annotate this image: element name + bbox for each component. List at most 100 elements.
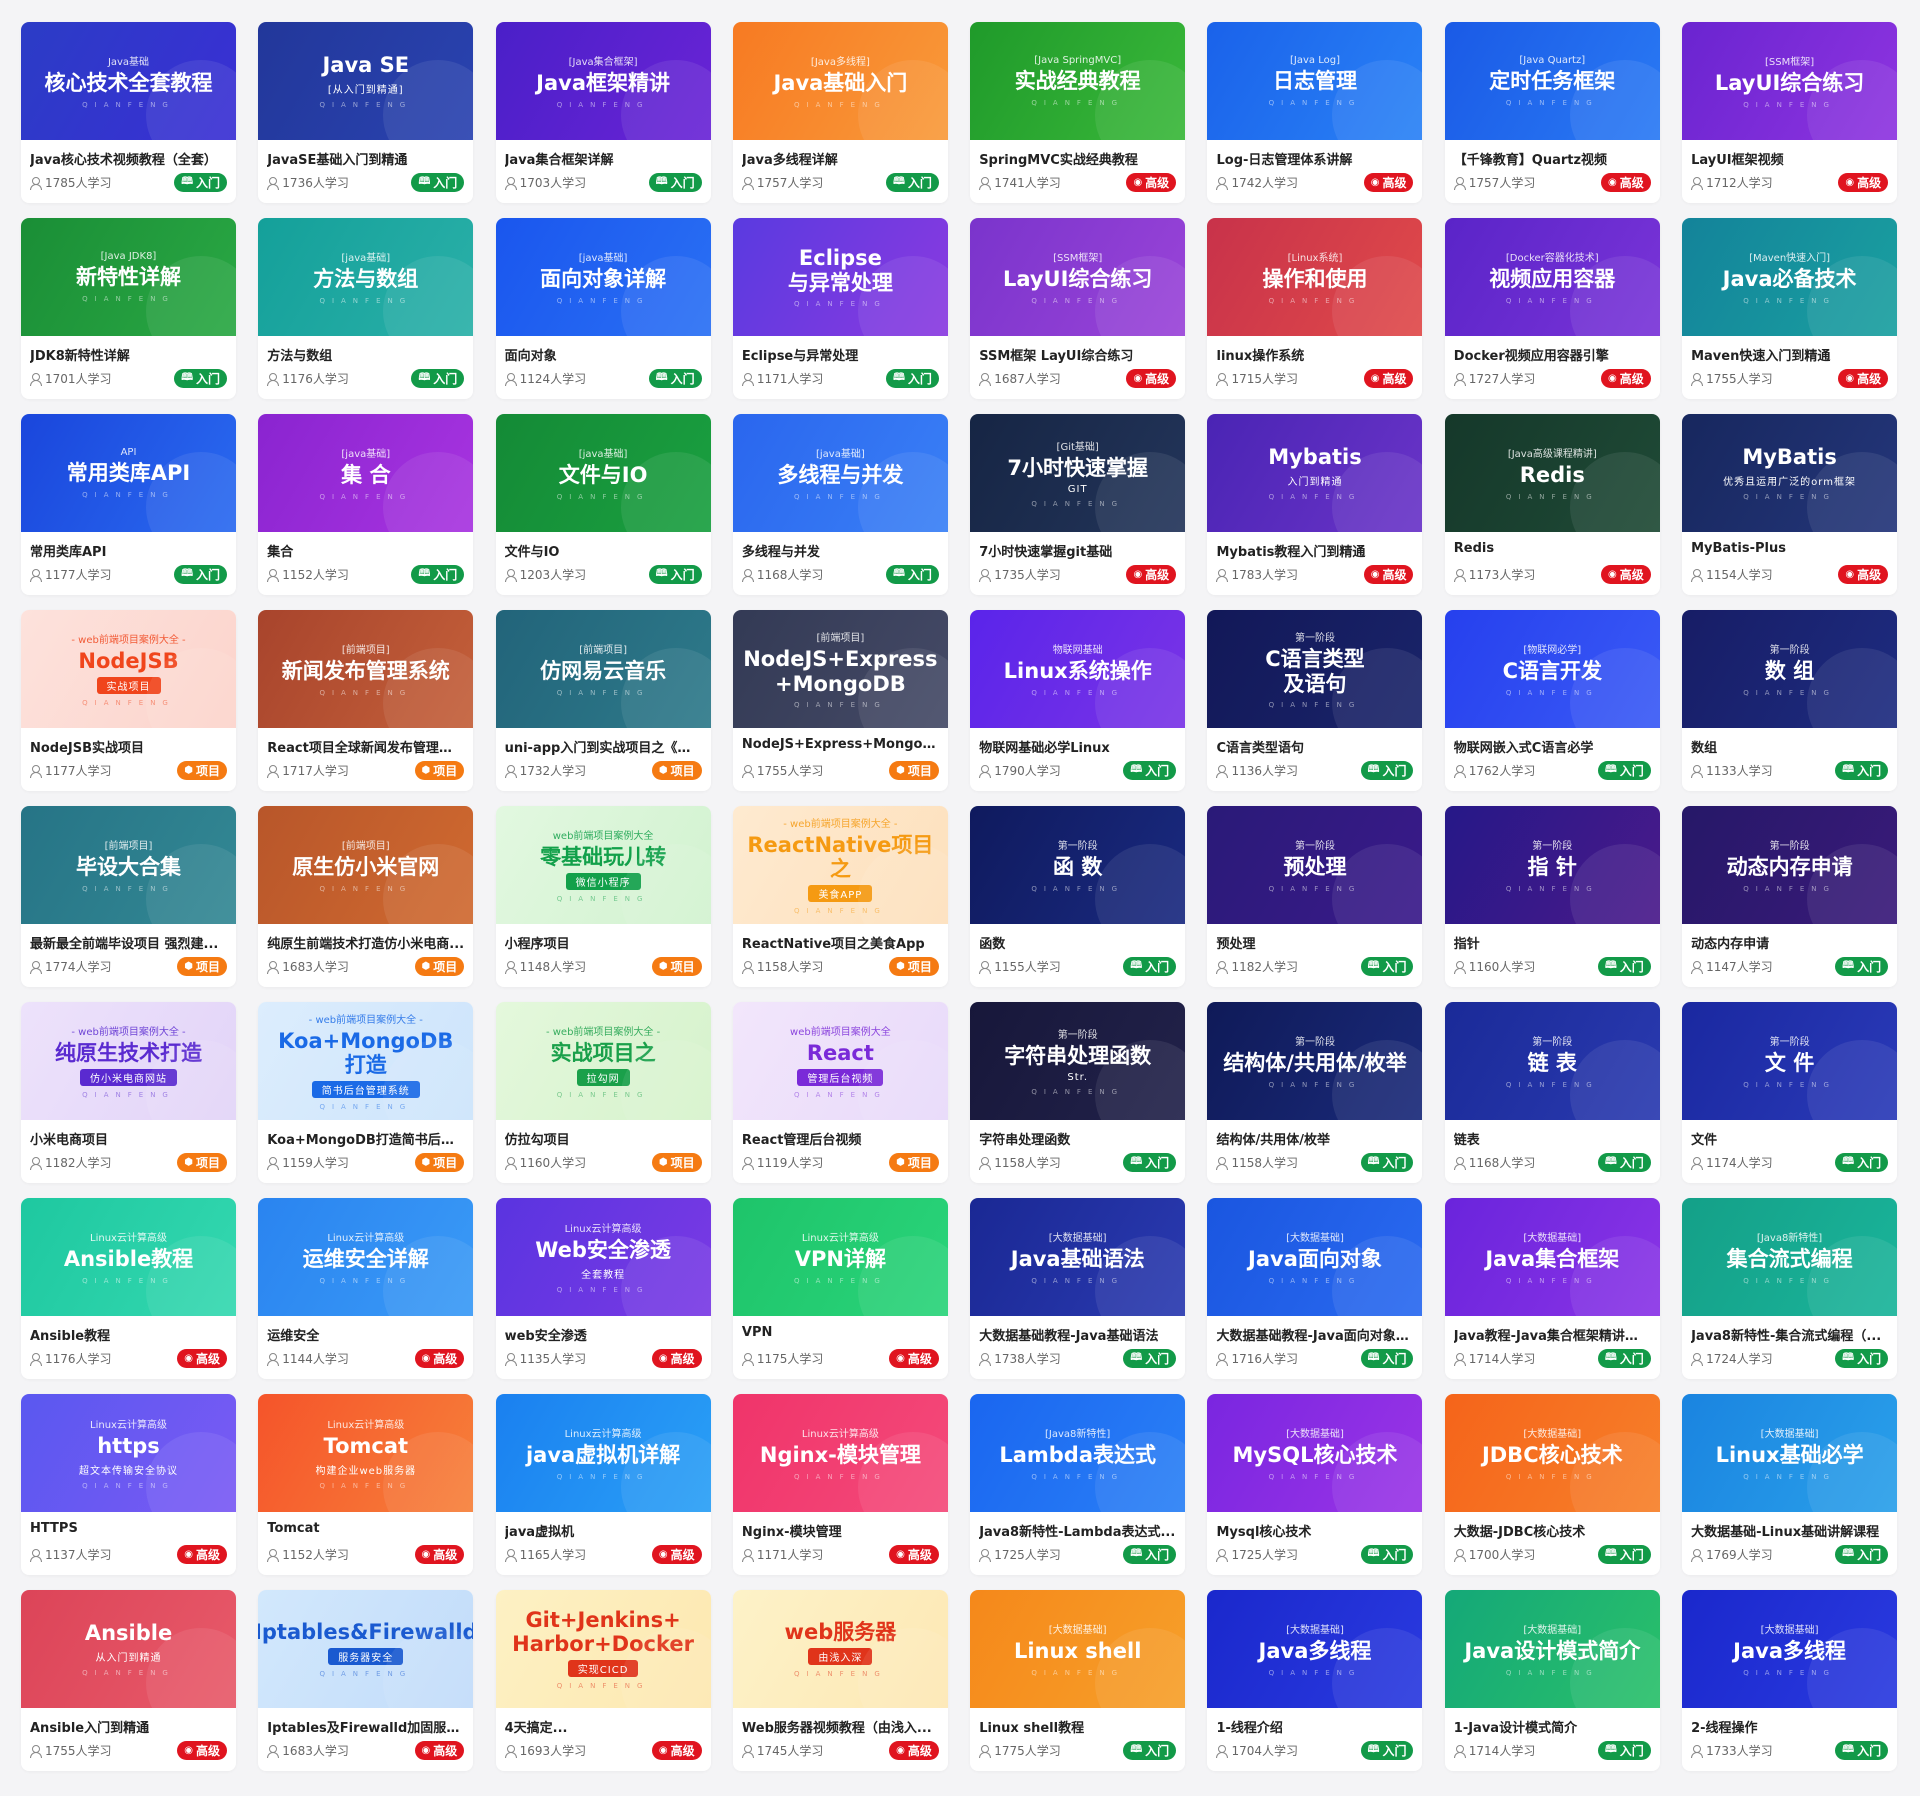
course-banner[interactable]: Linux云计算高级 Ansible教程 QIANFENG bbox=[21, 1198, 236, 1316]
course-banner[interactable]: [SSM框架] LayUI综合练习 QIANFENG bbox=[970, 218, 1186, 336]
course-title[interactable]: React项目全球新闻发布管理系统 bbox=[267, 741, 465, 755]
course-title[interactable]: 链表 bbox=[1453, 1133, 1480, 1147]
course-title[interactable]: Koa+MongoDB打造简书后台... bbox=[267, 1133, 465, 1147]
course-banner[interactable]: [java基础] 面向对象详解 QIANFENG bbox=[495, 218, 711, 336]
course-banner[interactable]: [java基础] 多线程与并发 QIANFENG bbox=[732, 414, 948, 532]
course-banner[interactable]: [大数据基础] Java面向对象 QIANFENG bbox=[1207, 1198, 1423, 1316]
course-title[interactable]: 文件 bbox=[1691, 1133, 1718, 1147]
course-title[interactable]: Java多线程详解 bbox=[741, 153, 838, 167]
course-card[interactable]: [物联网必学] C语言开发 QIANFENG 物联网嵌入式C语言必学 1762人学习 🕮 入… bbox=[1444, 610, 1660, 791]
course-title[interactable]: JavaSE基础入门到精通 bbox=[267, 153, 408, 167]
course-card[interactable]: [大数据基础] Linux基础必学 QIANFENG 大数据基础-Linux基础讲解课… bbox=[1682, 1394, 1898, 1575]
course-banner[interactable]: 第一阶段文 件 QIANFENG bbox=[1682, 1002, 1898, 1120]
course-title[interactable]: 结构体/共用体/枚举 bbox=[1216, 1133, 1330, 1147]
course-banner[interactable]: [大数据基础] Java集合框架 QIANFENG bbox=[1444, 1198, 1660, 1316]
course-banner[interactable]: [大数据基础] Java基础语法 QIANFENG bbox=[970, 1198, 1186, 1316]
course-card[interactable]: [前端项目] 仿网易云音乐 QIANFENG uni-app入门到实战项目之《仿...… bbox=[495, 610, 711, 791]
course-title[interactable]: 大数据-JDBC核心技术 bbox=[1453, 1525, 1586, 1539]
course-title[interactable]: Java8新特性-集合流式编程（... bbox=[1691, 1329, 1882, 1343]
course-title[interactable]: 大数据基础教程-Java面向对象编程 bbox=[1216, 1329, 1414, 1343]
course-title[interactable]: Java教程-Java集合框架精讲（... bbox=[1453, 1329, 1651, 1343]
course-banner[interactable]: [大数据基础] Java设计模式简介 QIANFENG bbox=[1444, 1590, 1660, 1708]
course-banner[interactable]: Java SE [从入门到精通] QIANFENG bbox=[258, 22, 474, 140]
course-title[interactable]: 字符串处理函数 bbox=[979, 1133, 1071, 1147]
course-card[interactable]: [SSM框架] LayUI综合练习 QIANFENG LayUI框架视频 1712人学习… bbox=[1682, 22, 1898, 203]
course-banner[interactable]: Iptables&Firewalld 服务器安全 QIANFENG bbox=[258, 1590, 474, 1708]
course-banner[interactable]: [Java JDK8] 新特性详解 QIANFENG bbox=[21, 218, 236, 336]
course-card[interactable]: Git+Jenkins+ Harbor+Docker 实现CICD QIANFENG… bbox=[495, 1590, 711, 1771]
course-banner[interactable]: web前端项目案例大全 零基础玩儿转 微信小程序 QIANFENG bbox=[495, 806, 711, 924]
course-card[interactable]: [Java JDK8] 新特性详解 QIANFENG JDK8新特性详解 1701人学习… bbox=[21, 218, 236, 399]
course-banner[interactable]: [Java集合框架] Java框架精讲 QIANFENG bbox=[495, 22, 711, 140]
course-banner[interactable]: [Java SpringMVC] 实战经典教程 QIANFENG bbox=[970, 22, 1186, 140]
course-card[interactable]: 第一阶段 动态内存申请 QIANFENG 动态内存申请 1147人学习 🕮 入门 bbox=[1682, 806, 1898, 987]
course-card[interactable]: web前端项目案例大全 零基础玩儿转 微信小程序 QIANFENG 小程序项目 1148人… bbox=[495, 806, 711, 987]
course-title[interactable]: 大数据基础-Linux基础讲解课程 bbox=[1691, 1525, 1880, 1539]
course-title[interactable]: 小程序项目 bbox=[504, 937, 570, 951]
course-card[interactable]: [大数据基础] Linux shell QIANFENG Linux shell教程 1… bbox=[970, 1590, 1186, 1771]
course-card[interactable]: [java基础] 多线程与并发 QIANFENG 多线程与并发 1168人学习 🕮 入门 bbox=[732, 414, 948, 595]
course-title[interactable]: 预处理 bbox=[1216, 937, 1256, 951]
course-card[interactable]: [Java8新特性] 集合流式编程 QIANFENG Java8新特性-集合流式编程（… bbox=[1682, 1198, 1898, 1379]
course-banner[interactable]: [Java高级课程精讲] Redis QIANFENG bbox=[1444, 414, 1660, 532]
course-title[interactable]: React管理后台视频 bbox=[741, 1133, 862, 1147]
course-banner[interactable]: [前端项目] 毕设大合集 QIANFENG bbox=[21, 806, 236, 924]
course-card[interactable]: - web前端项目案例大全 - NodeJSB 实战项目 QIANFENG NodeJS… bbox=[21, 610, 236, 791]
course-card[interactable]: Linux云计算高级 https 超文本传输安全协议 QIANFENG HTTPS 113… bbox=[21, 1394, 236, 1575]
course-card[interactable]: Linux云计算高级 Nginx-模块管理 QIANFENG Nginx-模块管理 11… bbox=[732, 1394, 948, 1575]
course-banner[interactable]: Linux云计算高级 Web安全渗透 全套教程 QIANFENG bbox=[495, 1198, 711, 1316]
course-banner[interactable]: 第一阶段链 表 QIANFENG bbox=[1444, 1002, 1660, 1120]
course-card[interactable]: [Java Log] 日志管理 QIANFENG Log-日志管理体系讲解 1742人学… bbox=[1207, 22, 1423, 203]
course-banner[interactable]: [大数据基础] Java多线程 QIANFENG bbox=[1207, 1590, 1423, 1708]
course-banner[interactable]: 物联网基础 Linux系统操作 QIANFENG bbox=[970, 610, 1186, 728]
course-banner[interactable]: Linux云计算高级 Nginx-模块管理 QIANFENG bbox=[732, 1394, 948, 1512]
course-title[interactable]: Web服务器视频教程（由浅入... bbox=[741, 1721, 932, 1735]
course-title[interactable]: Tomcat bbox=[267, 1521, 320, 1536]
course-title[interactable]: Eclipse与异常处理 bbox=[741, 349, 859, 363]
course-title[interactable]: HTTPS bbox=[30, 1521, 78, 1536]
course-banner[interactable]: 第一阶段 结构体/共用体/枚举 QIANFENG bbox=[1207, 1002, 1423, 1120]
course-card[interactable]: 第一阶段 结构体/共用体/枚举 QIANFENG 结构体/共用体/枚举 1158人学习 🕮… bbox=[1207, 1002, 1423, 1183]
course-title[interactable]: Ansible教程 bbox=[30, 1329, 111, 1343]
course-card[interactable]: [java基础] 集 合 QIANFENG 集合 1152人学习 🕮 入门 bbox=[258, 414, 474, 595]
course-card[interactable]: Eclipse 与异常处理 QIANFENG Eclipse与异常处理 1171人学习… bbox=[732, 218, 948, 399]
course-card[interactable]: - web前端项目案例大全 - ReactNative项目之 美食APP QIANFE… bbox=[732, 806, 948, 987]
course-title[interactable]: linux操作系统 bbox=[1216, 349, 1305, 363]
course-card[interactable]: [Java多线程] Java基础入门 QIANFENG Java多线程详解 1757人学… bbox=[732, 22, 948, 203]
course-banner[interactable]: Linux云计算高级 运维安全详解 QIANFENG bbox=[258, 1198, 474, 1316]
course-card[interactable]: [大数据基础] Java多线程 QIANFENG 2-线程操作 1733人学习 🕮 入门 bbox=[1682, 1590, 1898, 1771]
course-card[interactable]: - web前端项目案例大全 - Koa+MongoDB打造 简书后台管理系统 QIAN… bbox=[258, 1002, 474, 1183]
course-card[interactable]: [SSM框架] LayUI综合练习 QIANFENG SSM框架 LayUI综合练习 1… bbox=[970, 218, 1186, 399]
course-banner[interactable]: [大数据基础] JDBC核心技术 QIANFENG bbox=[1444, 1394, 1660, 1512]
course-title[interactable]: MyBatis-Plus bbox=[1691, 541, 1786, 556]
course-card[interactable]: [Git基础] 7小时快速掌握 GIT QIANFENG 7小时快速掌握git基础 173… bbox=[970, 414, 1186, 595]
course-card[interactable]: [大数据基础] MySQL核心技术 QIANFENG Mysql核心技术 1725人学习… bbox=[1207, 1394, 1423, 1575]
course-title[interactable]: ReactNative项目之美食App bbox=[741, 937, 925, 951]
course-banner[interactable]: web服务器 由浅入深 QIANFENG bbox=[732, 1590, 948, 1708]
course-card[interactable]: [Java高级课程精讲] Redis QIANFENG Redis 1173人学习 ◉ 高级 bbox=[1444, 414, 1660, 595]
course-banner[interactable]: Linux云计算高级 java虚拟机详解 QIANFENG bbox=[495, 1394, 711, 1512]
course-title[interactable]: Iptables及Firewalld加固服务... bbox=[267, 1721, 465, 1735]
course-banner[interactable]: [Java Quartz] 定时任务框架 QIANFENG bbox=[1444, 22, 1660, 140]
course-title[interactable]: 函数 bbox=[979, 937, 1006, 951]
course-card[interactable]: web前端项目案例大全 React 管理后台视频 QIANFENG React管理后台视… bbox=[732, 1002, 948, 1183]
course-card[interactable]: [Java集合框架] Java框架精讲 QIANFENG Java集合框架详解 1703… bbox=[495, 22, 711, 203]
course-title[interactable]: SSM框架 LayUI综合练习 bbox=[979, 349, 1134, 363]
course-card[interactable]: Linux云计算高级 Ansible教程 QIANFENG Ansible教程 1176… bbox=[21, 1198, 236, 1379]
course-banner[interactable]: [java基础] 方法与数组 QIANFENG bbox=[258, 218, 474, 336]
course-banner[interactable]: 第一阶段指 针 QIANFENG bbox=[1444, 806, 1660, 924]
course-title[interactable]: NodeJS+Express+MongoD... bbox=[741, 737, 939, 752]
course-title[interactable]: Redis bbox=[1453, 541, 1495, 556]
course-card[interactable]: [Linux系统] 操作和使用 QIANFENG linux操作系统 1715人学习 ◉ 高… bbox=[1207, 218, 1423, 399]
course-banner[interactable]: Linux云计算高级 Tomcat 构建企业web服务器 QIANFENG bbox=[258, 1394, 474, 1512]
course-title[interactable]: 多线程与并发 bbox=[741, 545, 820, 559]
course-card[interactable]: [大数据基础] Java集合框架 QIANFENG Java教程-Java集合框架精讲… bbox=[1444, 1198, 1660, 1379]
course-banner[interactable]: API 常用类库API QIANFENG bbox=[21, 414, 236, 532]
course-title[interactable]: VPN bbox=[741, 1325, 773, 1340]
course-title[interactable]: 最新最全前端毕设项目 强烈建... bbox=[30, 937, 219, 951]
course-title[interactable]: 运维安全 bbox=[267, 1329, 320, 1343]
course-card[interactable]: - web前端项目案例大全 - 实战项目之 拉勾网 QIANFENG 仿拉勾项目 1160… bbox=[495, 1002, 711, 1183]
course-title[interactable]: LayUI框架视频 bbox=[1691, 153, 1784, 167]
course-card[interactable]: [前端项目] 毕设大合集 QIANFENG 最新最全前端毕设项目 强烈建... 1774… bbox=[21, 806, 236, 987]
course-title[interactable]: Log-日志管理体系讲解 bbox=[1216, 153, 1353, 167]
